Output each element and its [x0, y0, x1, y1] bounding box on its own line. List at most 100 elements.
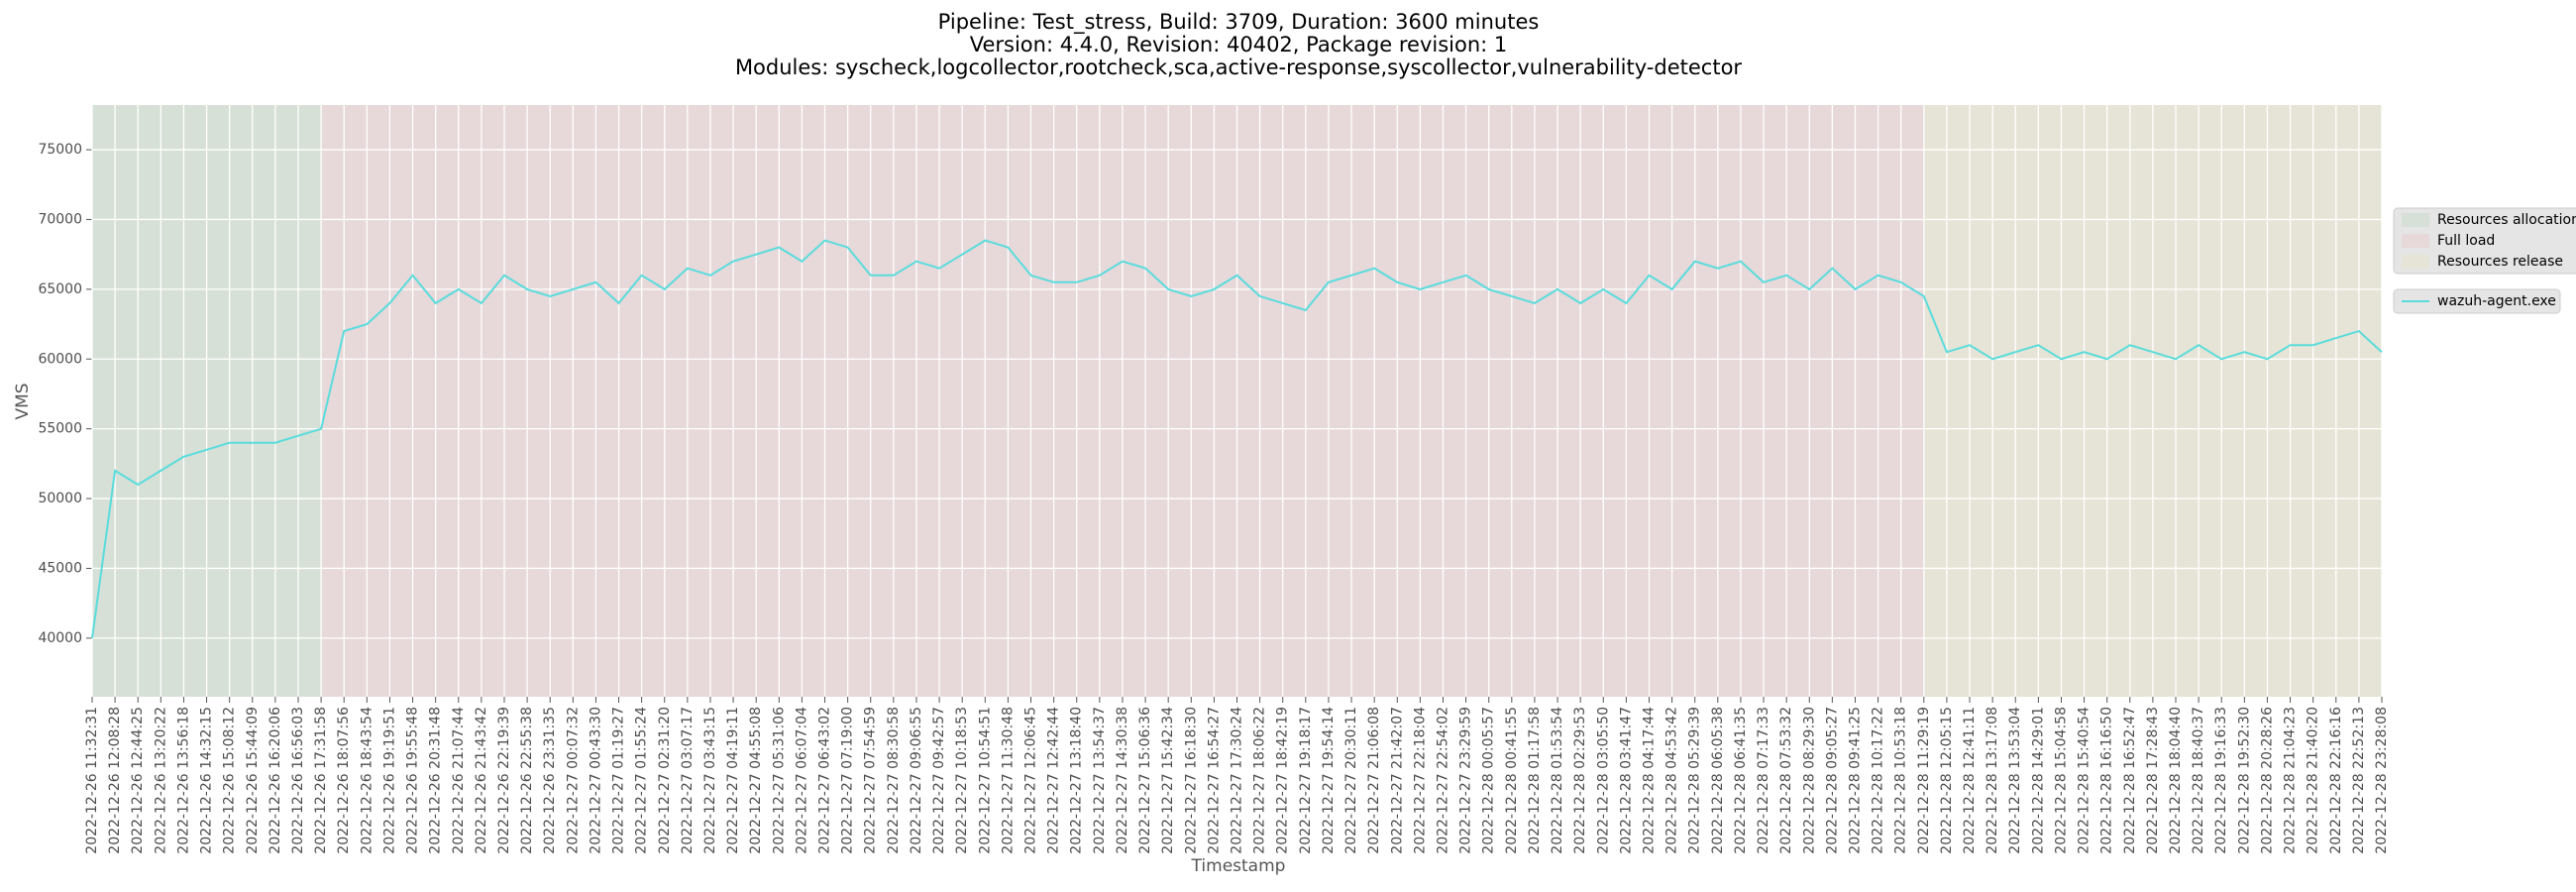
x-tick-label: 2022-12-28 21:04:23	[2283, 707, 2299, 854]
x-tick-label: 2022-12-28 10:17:22	[1871, 707, 1886, 854]
x-tick-label: 2022-12-27 18:42:19	[1275, 707, 1291, 854]
x-tick-label: 2022-12-28 14:29:01	[2030, 707, 2046, 854]
x-tick-label: 2022-12-27 03:07:17	[680, 707, 696, 854]
x-tick-label: 2022-12-27 16:54:27	[1206, 707, 1222, 854]
plot-area: 40000 45000 50000 55000 60000 65000 70000 75000…	[38, 105, 2390, 854]
chart-title: Modules: syscheck,logcollector,rootcheck…	[735, 56, 1742, 79]
x-tick-label: 2022-12-28 18:04:40	[2168, 707, 2184, 854]
x-tick-label: 2022-12-27 19:18:17	[1298, 707, 1314, 854]
x-tick-label: 2022-12-27 18:06:22	[1252, 707, 1268, 854]
y-tick-label: 55000	[38, 421, 82, 437]
x-tick-label: 2022-12-27 13:54:37	[1092, 707, 1108, 854]
y-tick-label: 50000	[38, 491, 82, 506]
x-tick-label: 2022-12-28 19:52:30	[2236, 707, 2252, 854]
legend-swatch	[2402, 234, 2429, 248]
x-tick-label: 2022-12-28 16:52:47	[2122, 707, 2138, 854]
x-tick-label: 2022-12-28 13:53:04	[2007, 707, 2023, 854]
x-tick-label: 2022-12-27 04:19:11	[725, 707, 741, 854]
x-tick-label: 2022-12-27 13:18:40	[1069, 707, 1085, 854]
x-tick-label: 2022-12-27 22:18:04	[1412, 707, 1428, 854]
y-tick-label: 75000	[38, 142, 82, 158]
x-tick-label: 2022-12-28 09:41:25	[1847, 707, 1863, 854]
x-tick-label: 2022-12-27 15:06:36	[1137, 707, 1153, 854]
x-tick-label: 2022-12-26 23:31:35	[542, 707, 558, 854]
x-tick-label: 2022-12-27 02:31:20	[657, 707, 673, 854]
legend-label: wazuh-agent.exe	[2437, 293, 2556, 309]
x-tick-label: 2022-12-28 16:16:50	[2099, 707, 2115, 854]
x-tick-label: 2022-12-28 04:17:44	[1641, 707, 1657, 854]
x-tick-label: 2022-12-28 21:40:20	[2306, 707, 2321, 854]
x-tick-label: 2022-12-28 22:52:13	[2351, 707, 2367, 854]
x-tick-label: 2022-12-28 19:16:33	[2213, 707, 2229, 854]
x-tick-label: 2022-12-27 08:30:58	[886, 707, 902, 854]
x-tick-label: 2022-12-26 16:56:03	[290, 707, 306, 854]
chart-title: Version: 4.4.0, Revision: 40402, Package…	[970, 33, 1508, 56]
x-tick-label: 2022-12-28 01:17:58	[1527, 707, 1543, 854]
x-tick-label: 2022-12-26 13:56:18	[175, 707, 191, 854]
x-tick-label: 2022-12-27 12:42:44	[1046, 707, 1062, 854]
x-tick-label: 2022-12-26 19:19:51	[381, 707, 397, 854]
x-tick-label: 2022-12-26 11:32:31	[84, 707, 100, 854]
x-tick-label: 2022-12-27 06:43:02	[817, 707, 833, 854]
legend-label: Resources allocation	[2437, 212, 2576, 228]
x-tick-label: 2022-12-28 03:41:47	[1618, 707, 1634, 854]
y-tick-label: 60000	[38, 351, 82, 367]
x-tick-label: 2022-12-28 05:29:39	[1687, 707, 1703, 854]
legend-swatch	[2402, 213, 2429, 227]
legend-swatch	[2402, 255, 2429, 269]
x-tick-label: 2022-12-27 09:42:57	[931, 707, 947, 854]
x-tick-label: 2022-12-27 17:30:24	[1230, 707, 1245, 854]
legend: Resources allocation Full load Resources r…	[2393, 207, 2576, 314]
x-tick-label: 2022-12-27 14:30:38	[1115, 707, 1130, 854]
x-tick-label: 2022-12-27 09:06:55	[909, 707, 924, 854]
x-tick-label: 2022-12-27 23:29:59	[1458, 707, 1474, 854]
x-tick-label: 2022-12-28 22:16:16	[2328, 707, 2344, 854]
x-tick-label: 2022-12-28 13:17:08	[1985, 707, 2000, 854]
x-tick-label: 2022-12-27 16:18:30	[1183, 707, 1199, 854]
x-tick-label: 2022-12-28 03:05:50	[1595, 707, 1611, 854]
x-tick-label: 2022-12-26 14:32:15	[199, 707, 215, 854]
x-tick-label: 2022-12-27 06:07:04	[794, 707, 809, 854]
x-tick-label: 2022-12-26 17:31:58	[313, 707, 329, 854]
x-tick-label: 2022-12-26 18:43:54	[359, 707, 375, 854]
x-tick-label: 2022-12-28 07:17:33	[1756, 707, 1771, 854]
y-tick-label: 45000	[38, 560, 82, 576]
x-tick-label: 2022-12-28 23:28:08	[2374, 707, 2390, 854]
x-tick-label: 2022-12-26 15:08:12	[222, 707, 238, 854]
x-tick-label: 2022-12-28 18:40:37	[2191, 707, 2206, 854]
x-axis-label: Timestamp	[1191, 856, 1286, 876]
x-tick-label: 2022-12-26 16:20:06	[268, 707, 283, 854]
x-tick-label: 2022-12-28 00:41:55	[1504, 707, 1520, 854]
x-tick-label: 2022-12-28 06:41:35	[1733, 707, 1749, 854]
legend-box	[2393, 207, 2576, 275]
x-tick-label: 2022-12-28 10:53:18	[1893, 707, 1909, 854]
x-tick-label: 2022-12-27 00:43:30	[588, 707, 603, 854]
x-tick-label: 2022-12-28 02:29:53	[1572, 707, 1588, 854]
y-tick-label: 40000	[38, 630, 82, 646]
x-tick-label: 2022-12-27 19:54:14	[1321, 707, 1337, 854]
y-tick-label: 70000	[38, 211, 82, 227]
chart-title: Pipeline: Test_stress, Build: 3709, Dura…	[938, 10, 1540, 35]
x-tick-label: 2022-12-27 15:42:34	[1160, 707, 1176, 854]
x-tick-label: 2022-12-27 01:19:27	[611, 707, 627, 854]
x-tick-label: 2022-12-28 09:05:27	[1824, 707, 1840, 854]
x-tick-label: 2022-12-27 20:30:11	[1343, 707, 1359, 854]
x-tick-label: 2022-12-26 21:07:44	[451, 707, 467, 854]
x-tick-label: 2022-12-26 12:44:25	[130, 707, 146, 854]
x-tick-label: 2022-12-27 00:07:32	[565, 707, 581, 854]
legend-box	[2393, 288, 2561, 314]
x-tick-label: 2022-12-26 18:07:56	[336, 707, 352, 854]
x-tick-label: 2022-12-26 20:31:48	[428, 707, 444, 854]
x-tick-label: 2022-12-28 17:28:43	[2145, 707, 2161, 854]
x-tick-label: 2022-12-28 07:53:32	[1778, 707, 1794, 854]
y-axis-label: VMS	[13, 383, 33, 419]
x-tick-label: 2022-12-28 15:04:58	[2053, 707, 2069, 854]
x-tick-label: 2022-12-27 10:54:51	[977, 707, 993, 854]
x-tick-label: 2022-12-27 12:06:45	[1023, 707, 1039, 854]
x-tick-label: 2022-12-28 06:05:38	[1710, 707, 1726, 854]
x-tick-label: 2022-12-27 11:30:48	[1000, 707, 1016, 854]
series-line	[91, 239, 2383, 639]
x-tick-label: 2022-12-28 08:29:30	[1801, 707, 1817, 854]
x-tick-label: 2022-12-26 19:55:48	[405, 707, 421, 854]
